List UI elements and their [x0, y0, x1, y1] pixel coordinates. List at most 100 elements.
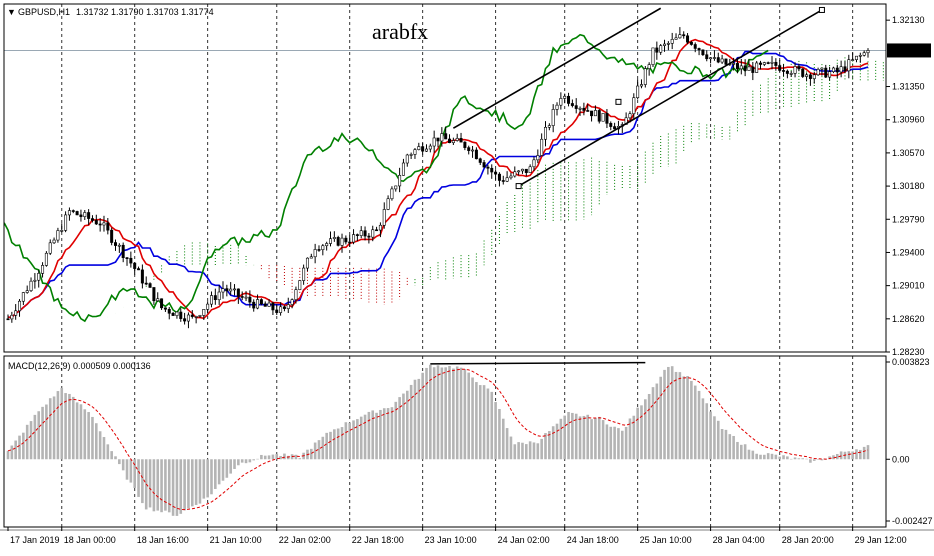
channel-anchor-handle [818, 6, 825, 13]
macd-histogram-bar [759, 454, 762, 460]
candle-body [828, 71, 832, 78]
candle-body [171, 312, 175, 316]
macd-histogram-bar [624, 426, 628, 460]
macd-histogram-bar [820, 459, 824, 461]
candle-body [29, 280, 33, 291]
macd-histogram-bar [567, 411, 570, 460]
candle-body [782, 70, 786, 72]
macd-histogram-bar [605, 424, 609, 460]
macd-histogram-bar [571, 412, 574, 460]
macd-histogram-bar [839, 451, 843, 460]
candle-body [309, 256, 313, 259]
candle-body [279, 306, 283, 313]
macd-histogram-bar [75, 402, 79, 460]
price-tick-label: 1.30960 [892, 115, 925, 125]
macd-histogram-bar [190, 459, 194, 507]
candle-body [18, 300, 22, 312]
macd-histogram-bar [48, 398, 52, 460]
candle-body [217, 291, 221, 301]
macd-histogram-bar [371, 410, 375, 460]
candle-body [666, 43, 670, 45]
macd-histogram-bar [233, 459, 236, 469]
macd-histogram-bar [471, 377, 474, 460]
time-tick-label: 17 Jan 2019 [10, 535, 60, 545]
candle-body [256, 299, 260, 309]
price-tick-label: 1.29400 [892, 247, 925, 257]
macd-histogram-bar [782, 455, 785, 460]
candle-body [547, 125, 551, 128]
candle-body [440, 133, 444, 142]
macd-histogram-bar [828, 456, 831, 460]
macd-histogram-bar [551, 426, 555, 460]
macd-histogram-bar [22, 432, 25, 460]
candle-body [805, 74, 809, 77]
candle-body [517, 170, 521, 173]
symbol-triangle-icon: ▼ [7, 7, 16, 17]
macd-histogram-bar [528, 441, 532, 460]
macd-histogram-bar [194, 459, 198, 505]
candle-body [321, 245, 325, 251]
candle-body [709, 57, 713, 60]
macd-histogram-bar [248, 459, 252, 463]
macd-histogram-bar [847, 451, 851, 460]
macd-histogram-bar [45, 404, 48, 460]
macd-histogram-bar [440, 367, 444, 460]
macd-histogram-bar [402, 393, 405, 460]
candle-body [686, 35, 690, 43]
macd-histogram-bar [448, 365, 451, 460]
macd-histogram-bar [187, 459, 190, 509]
candle-body [252, 301, 256, 309]
macd-histogram-bar [740, 444, 743, 460]
macd-histogram-bar [398, 397, 401, 460]
macd-histogram-bar [690, 380, 693, 460]
candle-body [152, 287, 156, 302]
candle-body [851, 59, 855, 61]
price-panel-frame [3, 3, 887, 353]
candle-body [248, 296, 252, 303]
candle-body [444, 133, 448, 140]
macd-title: MACD(12,26,9) 0.000509 0.000136 [8, 361, 151, 371]
macd-histogram-bar [340, 427, 344, 460]
macd-histogram-bar [770, 453, 774, 460]
macd-histogram-bar [390, 407, 394, 460]
macd-histogram-bar [513, 444, 517, 460]
channel-upper-line [452, 7, 662, 129]
time-tick-label: 28 Jan 04:00 [713, 535, 765, 545]
macd-histogram-bar [805, 458, 808, 460]
macd-histogram-bar [640, 405, 643, 460]
candle-body [48, 242, 52, 254]
header-ohlc: 1.31732 1.31790 1.31703 1.31774 [76, 7, 214, 17]
macd-histogram-bar [133, 459, 136, 488]
candle-body [129, 257, 133, 264]
macd-histogram-bar [382, 408, 386, 460]
macd-histogram-bar [409, 384, 413, 460]
macd-histogram-bar [429, 364, 432, 460]
macd-histogram-bar [271, 454, 275, 460]
candle-body [762, 62, 766, 65]
candle-body [747, 66, 751, 71]
time-tick-label: 18 Jan 16:00 [137, 535, 189, 545]
candle-body [613, 126, 617, 130]
candle-body [160, 298, 164, 309]
macd-histogram-bar [33, 414, 37, 460]
macd-histogram-bar [421, 372, 424, 460]
candle-body [720, 58, 724, 63]
candle-body [363, 230, 367, 237]
macd-histogram-bar [344, 422, 348, 460]
candle-body [282, 306, 286, 309]
macd-histogram-bar [655, 383, 659, 460]
time-tick-label: 29 Jan 12:00 [855, 535, 907, 545]
macd-histogram-bar [716, 420, 720, 460]
candle-body [194, 316, 198, 318]
macd-histogram-bar [636, 407, 639, 460]
macd-histogram-bar [601, 420, 605, 460]
macd-histogram-bar [590, 419, 593, 460]
candle-body [98, 223, 102, 226]
macd-histogram-bar [644, 399, 647, 460]
macd-histogram-bar [555, 423, 559, 460]
candle-body [225, 288, 229, 292]
macd-histogram-bar [221, 459, 225, 481]
macd-histogram-bar [809, 459, 812, 463]
